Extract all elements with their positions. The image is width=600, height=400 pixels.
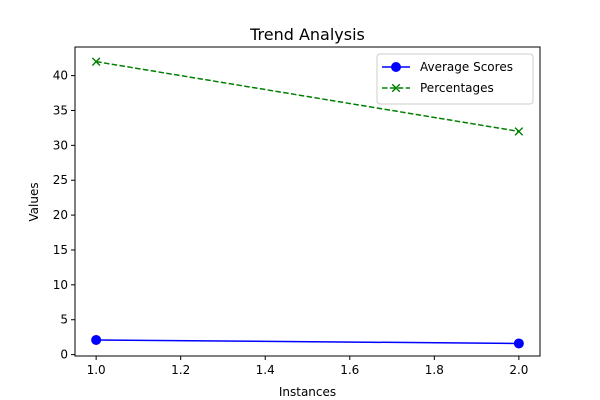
legend-box xyxy=(376,53,534,105)
y-axis-ticks: 0 5 10 15 20 25 30 35 40 xyxy=(53,69,75,362)
x-tick-label: 1.6 xyxy=(340,363,359,377)
chart-title: Trend Analysis xyxy=(249,25,365,44)
legend-label-average-scores: Average Scores xyxy=(420,60,513,74)
data-point-average-scores xyxy=(91,334,102,345)
marker-stroke xyxy=(514,127,524,136)
y-tick-label: 35 xyxy=(53,103,68,117)
marker-stroke xyxy=(391,83,401,93)
y-tick-label: 30 xyxy=(53,138,68,152)
y-tick-label: 5 xyxy=(60,313,68,327)
y-tick-label: 15 xyxy=(53,243,68,257)
x-tick-label: 1.2 xyxy=(171,363,190,377)
series-line-percentages xyxy=(96,60,519,133)
x-axis-label: Instances xyxy=(279,385,336,399)
y-tick-label: 40 xyxy=(53,69,68,83)
x-tick-label: 1.8 xyxy=(425,363,444,377)
y-tick-label: 25 xyxy=(53,173,68,187)
legend-marker-average-scores xyxy=(391,62,401,72)
plot-series xyxy=(91,57,524,349)
y-tick-label: 20 xyxy=(53,208,68,222)
y-tick-label: 0 xyxy=(60,348,68,362)
x-tick-label: 1.4 xyxy=(256,363,275,377)
x-tick-label: 2.0 xyxy=(509,363,528,377)
y-axis-label: Values xyxy=(27,182,41,221)
data-point-percentages xyxy=(91,57,101,66)
marker-stroke xyxy=(91,57,101,66)
x-tick-label: 1.0 xyxy=(87,363,106,377)
legend-label-percentages: Percentages xyxy=(420,81,494,95)
legend-marker-percentages xyxy=(391,83,401,93)
y-tick-label: 10 xyxy=(53,278,68,292)
data-point-percentages xyxy=(514,127,524,136)
plot-frame xyxy=(74,46,541,357)
series-line-average-scores xyxy=(96,339,519,345)
data-point-average-scores xyxy=(513,338,524,349)
legend: Average Scores Percentages xyxy=(376,53,534,105)
x-axis-ticks: 1.0 1.2 1.4 1.6 1.8 2.0 xyxy=(87,356,528,377)
